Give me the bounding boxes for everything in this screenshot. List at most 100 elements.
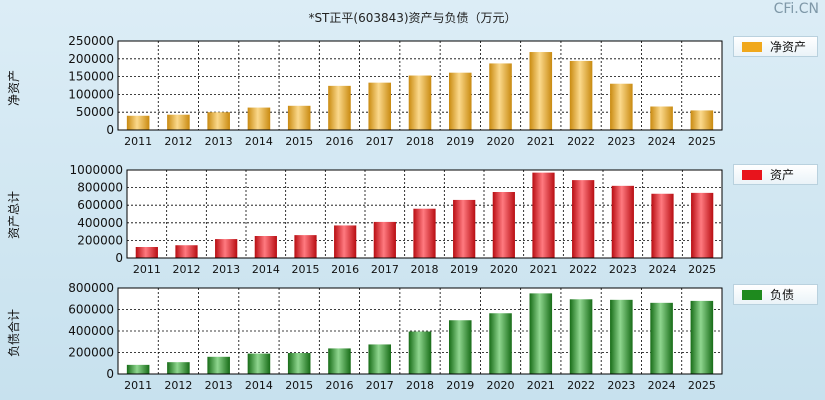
bar-assets-2012 (175, 245, 198, 258)
bar-equity-2022 (569, 60, 593, 130)
legend-equity-label: 净资产 (770, 40, 807, 54)
bar-assets-2025 (691, 192, 714, 258)
bar-assets-2020 (492, 192, 515, 258)
x-tick-label: 2012 (173, 263, 201, 276)
x-tick-label: 2012 (164, 379, 192, 392)
x-tick-label: 2023 (609, 263, 637, 276)
bar-equity-2011 (126, 115, 150, 130)
x-tick-label: 2021 (530, 263, 558, 276)
chart-panel-liabilities: 0 200000 400000 600000 800000 2011 2012 2013 201… (6, 281, 723, 392)
legend-equity-swatch (742, 41, 762, 52)
x-tick-label: 2011 (124, 379, 152, 392)
x-tick-label: 2013 (205, 379, 233, 392)
bar-equity-2023 (610, 83, 633, 130)
x-tick-label: 2017 (366, 379, 394, 392)
bar-assets-2022 (572, 180, 595, 258)
bar-assets-2018 (413, 208, 436, 258)
y-tick-label: 200000 (68, 346, 114, 360)
x-tick-label: 2022 (569, 263, 597, 276)
bar-liabilities-2024 (650, 302, 673, 374)
x-tick-label: 2016 (325, 135, 353, 148)
bar-equity-2012 (167, 114, 190, 130)
x-tick-label: 2018 (406, 379, 434, 392)
bar-assets-2011 (135, 247, 158, 258)
x-tick-label: 2014 (252, 263, 280, 276)
bar-equity-2015 (287, 105, 311, 130)
bar-liabilities-2025 (690, 300, 714, 374)
bar-assets-2024 (651, 193, 674, 258)
y-tick-label: 0 (106, 123, 114, 137)
bar-equity-2024 (650, 106, 673, 130)
x-tick-label: 2016 (325, 379, 353, 392)
bar-liabilities-2011 (126, 364, 150, 374)
x-tick-label: 2013 (205, 135, 233, 148)
bar-assets-2021 (532, 172, 555, 258)
x-tick-label: 2020 (487, 379, 515, 392)
legend-assets: 资产 (733, 164, 818, 185)
y-axis-label-assets: 资产总计 (7, 191, 21, 239)
bar-assets-2017 (373, 221, 396, 258)
bar-liabilities-2020 (489, 313, 512, 374)
bar-liabilities-2016 (328, 348, 351, 374)
x-tick-label: 2023 (607, 379, 635, 392)
bar-assets-2015 (294, 235, 317, 258)
x-tick-label: 2017 (366, 135, 394, 148)
x-tick-label: 2015 (285, 135, 313, 148)
x-tick-label: 2012 (164, 135, 192, 148)
x-tick-label: 2025 (688, 263, 716, 276)
bar-liabilities-2022 (569, 299, 593, 374)
y-tick-label: 200000 (68, 52, 114, 66)
y-tick-label: 800000 (77, 181, 123, 195)
x-tick-label: 2024 (648, 135, 676, 148)
bar-assets-2016 (334, 225, 357, 258)
bar-liabilities-2015 (287, 353, 311, 374)
x-tick-label: 2020 (487, 135, 515, 148)
plot-frame-equity (117, 40, 723, 131)
bar-liabilities-2012 (167, 362, 190, 374)
y-tick-label: 400000 (77, 216, 123, 230)
x-tick-label: 2014 (245, 379, 273, 392)
bar-equity-2025 (690, 110, 714, 130)
x-tick-label: 2021 (527, 379, 555, 392)
x-tick-label: 2024 (649, 263, 677, 276)
bar-liabilities-2023 (610, 299, 633, 374)
plot-frame-liabilities (117, 287, 723, 375)
x-tick-label: 2019 (450, 263, 478, 276)
x-tick-label: 2020 (490, 263, 518, 276)
y-tick-label: 800000 (68, 281, 114, 295)
bar-liabilities-2019 (448, 320, 472, 374)
y-tick-label: 0 (106, 367, 114, 381)
watermark-logo: CFi.CN (773, 1, 819, 17)
legend-liabilities-swatch (742, 289, 762, 300)
x-tick-label: 2023 (607, 135, 635, 148)
y-tick-label: 600000 (68, 303, 114, 317)
x-tick-label: 2015 (285, 379, 313, 392)
x-tick-label: 2025 (688, 135, 716, 148)
y-tick-label: 1000000 (70, 163, 123, 177)
bar-equity-2013 (207, 112, 230, 130)
bar-liabilities-2021 (529, 293, 553, 374)
x-tick-label: 2018 (411, 263, 439, 276)
bar-equity-2017 (368, 82, 392, 130)
y-tick-label: 0 (115, 251, 123, 265)
bar-equity-2019 (448, 72, 472, 130)
bar-assets-2013 (215, 239, 238, 258)
x-tick-label: 2011 (133, 263, 161, 276)
x-tick-label: 2013 (212, 263, 240, 276)
bar-equity-2014 (247, 107, 271, 130)
y-tick-label: 200000 (77, 233, 123, 247)
y-axis-label-liabilities: 负债合计 (6, 309, 21, 357)
x-tick-label: 2021 (527, 135, 555, 148)
y-tick-label: 50000 (76, 105, 114, 119)
x-tick-label: 2024 (648, 379, 676, 392)
x-tick-label: 2011 (124, 135, 152, 148)
y-tick-label: 250000 (68, 34, 114, 48)
legend-equity: 净资产 (733, 36, 818, 57)
bar-liabilities-2014 (247, 353, 271, 374)
x-tick-label: 2014 (245, 135, 273, 148)
chart-title: *ST正平(603843)资产与负债（万元） (308, 11, 517, 25)
legend-liabilities: 负债 (733, 284, 818, 305)
bar-assets-2019 (453, 199, 476, 258)
x-tick-label: 2015 (292, 263, 320, 276)
x-tick-label: 2022 (567, 135, 595, 148)
